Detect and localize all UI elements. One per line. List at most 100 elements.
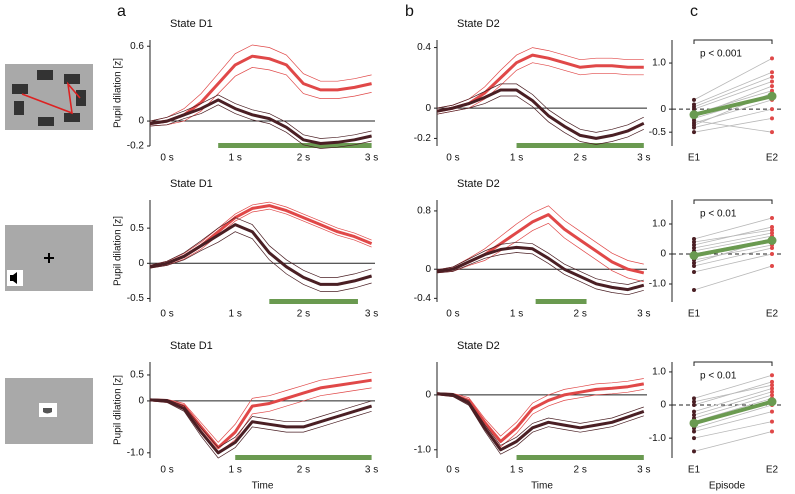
- significance-bracket: [693, 199, 773, 204]
- x-axis-label: Episode: [709, 481, 746, 492]
- chart-title: State D1: [170, 178, 213, 190]
- y-tick-label: 0.4: [417, 42, 431, 53]
- subject-dot: [692, 436, 696, 441]
- subject-dot: [770, 225, 774, 229]
- y-tick-label: 1.0: [652, 367, 666, 378]
- x-tick-label: 3 s: [365, 465, 378, 476]
- y-tick-label: 1.0: [652, 58, 666, 69]
- y-axis-label: Pupil dilation [z]: [113, 58, 124, 128]
- y-tick-label: -0.2: [127, 141, 145, 152]
- subject-dot: [770, 84, 774, 89]
- speaker: [10, 272, 17, 284]
- band-upper: [436, 378, 644, 437]
- panel-letter: c: [690, 3, 698, 20]
- band-upper: [149, 94, 372, 139]
- band-lower: [436, 389, 644, 448]
- y-tick-label: 0: [660, 400, 666, 411]
- x-tick-label: 2 s: [297, 309, 310, 320]
- subject-dot: [692, 403, 696, 408]
- band-upper: [149, 44, 372, 122]
- x-tick-label: 3 s: [637, 153, 650, 164]
- subject-dot: [770, 246, 774, 250]
- subject-dot: [770, 130, 774, 135]
- subject-dot: [770, 56, 774, 61]
- subject-line: [693, 76, 773, 108]
- subject-dot: [692, 123, 696, 128]
- mean-line: [149, 98, 372, 145]
- subject-dot: [692, 237, 696, 241]
- x-tick-label: 3 s: [637, 465, 650, 476]
- mean-dot: [767, 236, 777, 245]
- x-tick-label: 2 s: [574, 153, 587, 164]
- chart-title: State D1: [170, 340, 213, 352]
- x-tick-label: 1 s: [510, 465, 523, 476]
- p-value: p < 0.01: [700, 371, 737, 382]
- x-tick-label: E1: [688, 309, 701, 320]
- mean-line: [436, 245, 645, 292]
- x-tick-label: 1 s: [510, 309, 523, 320]
- x-tick-label: 3 s: [637, 309, 650, 320]
- chart-title: State D2: [457, 18, 500, 30]
- y-tick-label: 0: [138, 396, 144, 407]
- subject-dot: [692, 264, 696, 268]
- subject-line: [693, 217, 773, 240]
- subject-dot: [692, 429, 696, 434]
- subject-dot: [770, 379, 774, 384]
- subject-dot: [692, 449, 696, 454]
- subject-dot: [770, 116, 774, 121]
- x-tick-label: 0 s: [160, 153, 173, 164]
- subject-dot: [770, 264, 774, 268]
- x-tick-label: 1 s: [229, 153, 242, 164]
- y-tick-label: 0: [425, 103, 431, 114]
- subject-dot: [770, 231, 774, 235]
- subject-dot: [770, 216, 774, 220]
- x-tick-label: 2 s: [297, 153, 310, 164]
- significance-bar: [235, 455, 372, 460]
- subject-dot: [692, 399, 696, 404]
- checker: [37, 70, 53, 80]
- band-lower: [436, 222, 644, 282]
- subject-dot: [692, 97, 696, 102]
- significance-bracket: [693, 39, 773, 44]
- subject-dot: [692, 261, 696, 265]
- subject-line: [693, 117, 773, 133]
- subject-dot: [770, 389, 774, 394]
- subject-dot: [770, 107, 774, 112]
- significance-bar: [516, 143, 644, 148]
- subject-line: [693, 431, 773, 452]
- y-tick-label: -1.0: [649, 279, 667, 290]
- significance-bar: [516, 455, 644, 460]
- x-tick-label: 0 s: [446, 465, 459, 476]
- subject-dot: [692, 288, 696, 292]
- checker: [38, 117, 54, 126]
- subject-line: [693, 99, 773, 124]
- y-tick-label: 0.5: [130, 370, 144, 381]
- mean-line: [436, 213, 645, 275]
- subject-line: [693, 411, 773, 432]
- subject-dot: [770, 419, 774, 424]
- x-tick-label: 1 s: [229, 465, 242, 476]
- mean-line: [436, 88, 645, 140]
- p-value: p < 0.01: [700, 209, 737, 220]
- subject-dot: [692, 130, 696, 135]
- band-lower: [149, 231, 372, 292]
- subject-dot: [692, 240, 696, 244]
- subject-dot: [692, 118, 696, 123]
- band-upper: [436, 83, 644, 133]
- significance-bar: [218, 143, 372, 148]
- band-upper: [436, 241, 644, 285]
- chart-title: State D2: [457, 178, 500, 190]
- subject-line: [693, 58, 773, 101]
- x-tick-label: 1 s: [510, 153, 523, 164]
- x-tick-label: 0 s: [446, 153, 459, 164]
- y-tick-label: 0.5: [130, 223, 144, 234]
- subject-dot: [692, 246, 696, 250]
- band-upper: [436, 47, 644, 109]
- cup: [43, 408, 52, 414]
- panel-letter: b: [405, 3, 414, 20]
- y-tick-label: 1.0: [652, 219, 666, 230]
- band-lower: [149, 104, 372, 149]
- panel-letter: a: [117, 3, 126, 20]
- subject-dot: [770, 393, 774, 398]
